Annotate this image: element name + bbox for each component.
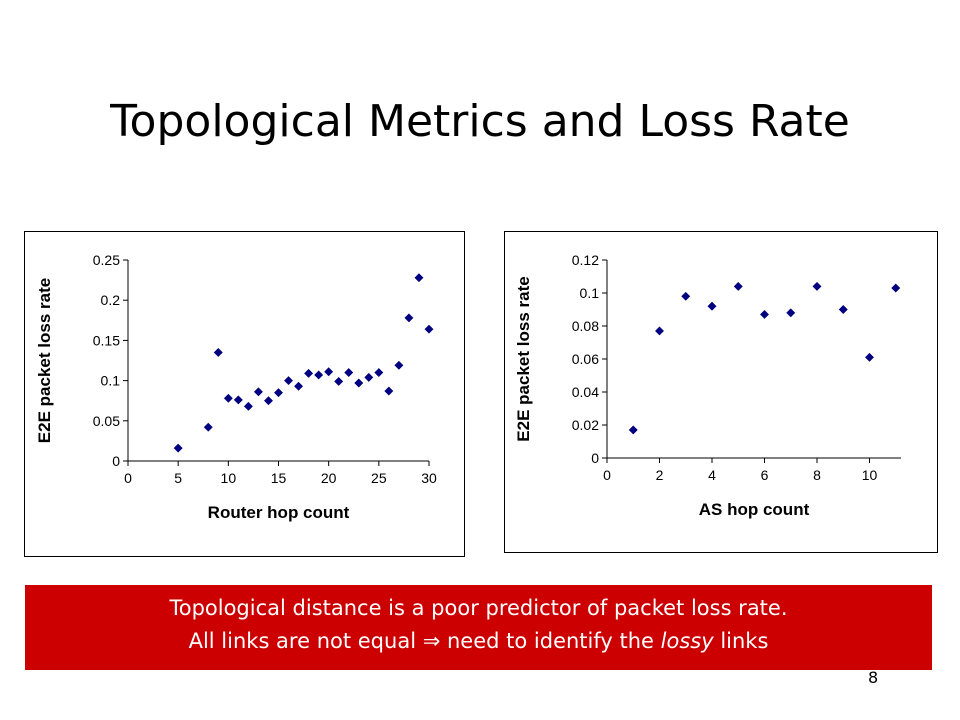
data-point <box>864 352 875 362</box>
y-tick-label: 0.05 <box>93 413 120 429</box>
data-point <box>733 281 743 291</box>
y-axis-title: E2E packet loss rate <box>35 278 54 443</box>
x-tick-label: 10 <box>862 467 878 483</box>
data-point <box>414 273 424 283</box>
x-tick-label: 4 <box>708 467 716 483</box>
y-tick-label: 0.1 <box>101 373 121 389</box>
data-point <box>812 281 822 291</box>
router-hop-chart: 0 0.05 0.1 0.15 0.2 0.25 0 5 10 15 20 25 30 Router ho… <box>24 231 465 557</box>
y-tick-label: 0.1 <box>580 285 600 301</box>
data-point <box>707 301 717 311</box>
data-point <box>213 347 223 358</box>
data-point <box>374 368 384 378</box>
data-point <box>354 378 364 388</box>
x-tick-label: 15 <box>271 470 287 486</box>
data-point <box>233 395 243 405</box>
data-point <box>314 370 324 380</box>
data-point <box>344 368 354 378</box>
implies-arrow-icon: ⇒ <box>422 629 441 653</box>
data-point <box>424 324 434 334</box>
y-tick-label: 0 <box>591 450 599 466</box>
data-point <box>394 360 404 370</box>
data-point <box>263 396 274 406</box>
data-point <box>223 393 233 403</box>
y-tick-label: 0.15 <box>93 332 120 348</box>
data-point <box>384 386 394 396</box>
y-tick-label: 0.06 <box>572 351 599 367</box>
slide-title: Topological Metrics and Loss Rate <box>110 96 850 147</box>
y-tick-label: 0.25 <box>93 252 120 268</box>
x-tick-label: 20 <box>321 470 337 486</box>
data-point <box>628 425 638 435</box>
callout-line-2: All links are not equal ⇒ need to identi… <box>25 625 932 658</box>
x-axis-title: AS hop count <box>699 500 810 519</box>
conclusion-callout: Topological distance is a poor predictor… <box>25 585 932 670</box>
data-point <box>203 422 213 432</box>
data-point <box>273 388 284 398</box>
data-point <box>253 387 263 397</box>
x-tick-label: 0 <box>603 467 611 483</box>
data-point <box>304 368 314 378</box>
router-hop-chart-svg: 0 0.05 0.1 0.15 0.2 0.25 0 5 10 15 20 25 30 Router ho… <box>35 252 437 522</box>
data-point <box>891 283 901 293</box>
x-tick-label: 10 <box>221 470 237 486</box>
data-point <box>681 291 691 301</box>
x-tick-label: 2 <box>656 467 664 483</box>
data-point <box>294 381 304 391</box>
x-tick-label: 0 <box>124 470 132 486</box>
x-tick-label: 8 <box>813 467 821 483</box>
data-point <box>404 313 414 323</box>
x-axis-title: Router hop count <box>208 503 350 522</box>
data-point <box>324 367 334 377</box>
x-tick-label: 30 <box>421 470 437 486</box>
callout-line-1: Topological distance is a poor predictor… <box>169 596 788 620</box>
x-tick-label: 6 <box>761 467 769 483</box>
callout-line-2-middle: need to identify the <box>440 629 661 653</box>
y-tick-label: 0.2 <box>101 292 121 308</box>
page-number: 8 <box>868 668 879 687</box>
data-point <box>786 308 796 318</box>
y-tick-label: 0.08 <box>572 318 599 334</box>
data-point <box>654 326 665 336</box>
data-point <box>243 401 253 411</box>
data-point <box>364 372 374 382</box>
x-tick-label: 25 <box>371 470 387 486</box>
y-axis-title: E2E packet loss rate <box>514 276 533 441</box>
callout-emphasis: lossy <box>660 629 714 653</box>
as-hop-chart-svg: 0 0.02 0.04 0.06 0.08 0.1 0.12 0 2 4 6 8 10 AS hop co… <box>514 252 901 519</box>
callout-line-2-prefix: All links are not equal <box>188 629 423 653</box>
data-point <box>334 376 344 386</box>
data-point <box>759 309 770 320</box>
x-tick-label: 5 <box>174 470 182 486</box>
y-tick-label: 0 <box>112 453 120 469</box>
y-tick-label: 0.04 <box>572 384 599 400</box>
y-tick-label: 0.02 <box>572 417 599 433</box>
data-point <box>173 443 183 453</box>
data-point <box>283 376 294 386</box>
y-tick-label: 0.12 <box>572 252 599 268</box>
callout-line-2-suffix: links <box>713 629 769 653</box>
as-hop-chart: 0 0.02 0.04 0.06 0.08 0.1 0.12 0 2 4 6 8 10 AS hop co… <box>504 231 938 553</box>
data-point <box>838 304 848 315</box>
